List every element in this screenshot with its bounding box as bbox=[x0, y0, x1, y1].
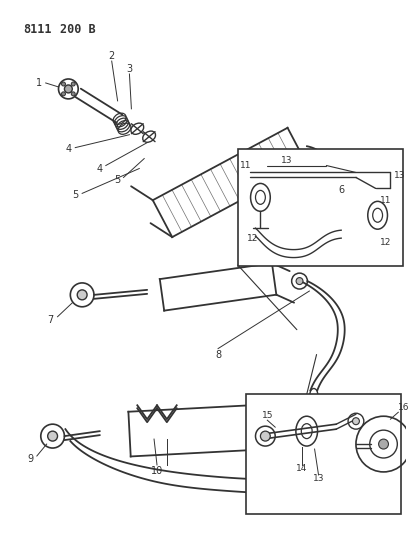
Text: 13: 13 bbox=[394, 171, 405, 180]
Text: 200 B: 200 B bbox=[60, 23, 96, 36]
Text: 1: 1 bbox=[36, 78, 42, 88]
Text: 16: 16 bbox=[397, 403, 409, 412]
Text: 12: 12 bbox=[247, 233, 258, 243]
Circle shape bbox=[62, 82, 65, 86]
Bar bbox=[246, 394, 401, 514]
Text: 11: 11 bbox=[240, 161, 252, 170]
Text: 14: 14 bbox=[296, 464, 307, 473]
Text: 12: 12 bbox=[380, 238, 391, 247]
Bar bbox=[238, 149, 403, 266]
Text: 4: 4 bbox=[97, 164, 103, 174]
Text: 3: 3 bbox=[126, 64, 132, 74]
Text: 13: 13 bbox=[281, 156, 293, 165]
Circle shape bbox=[48, 431, 58, 441]
Text: 15: 15 bbox=[261, 411, 273, 419]
Circle shape bbox=[71, 92, 75, 96]
Circle shape bbox=[77, 290, 87, 300]
Text: 7: 7 bbox=[48, 314, 54, 325]
Circle shape bbox=[379, 439, 388, 449]
Circle shape bbox=[62, 92, 65, 96]
Circle shape bbox=[71, 82, 75, 86]
Circle shape bbox=[296, 278, 303, 285]
Circle shape bbox=[65, 85, 72, 93]
Text: 10: 10 bbox=[151, 466, 163, 476]
Text: 6: 6 bbox=[338, 185, 344, 196]
Text: 9: 9 bbox=[28, 454, 34, 464]
Text: 5: 5 bbox=[115, 175, 121, 185]
Text: 4: 4 bbox=[65, 143, 72, 154]
Text: 5: 5 bbox=[72, 190, 79, 200]
Text: 8: 8 bbox=[215, 350, 221, 360]
Text: 11: 11 bbox=[380, 196, 391, 205]
Text: 8111: 8111 bbox=[23, 23, 51, 36]
Circle shape bbox=[353, 418, 359, 425]
Circle shape bbox=[261, 431, 270, 441]
Text: 13: 13 bbox=[313, 474, 324, 483]
Text: 2: 2 bbox=[109, 51, 115, 61]
